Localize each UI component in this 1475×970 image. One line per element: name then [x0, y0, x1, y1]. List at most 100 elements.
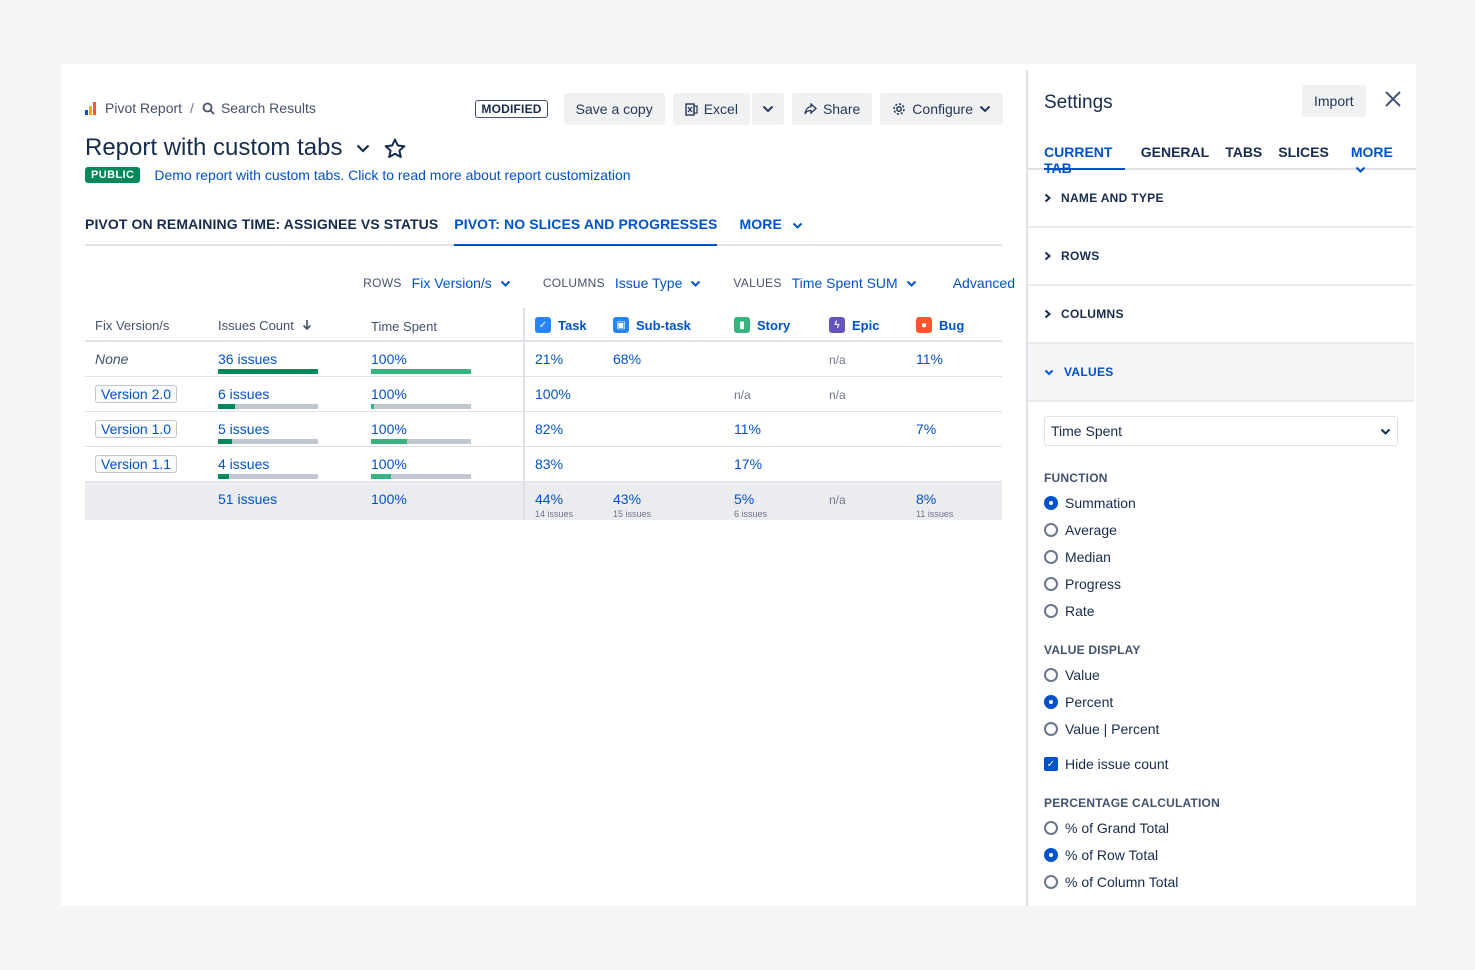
columns-value: Issue Type: [614, 275, 683, 291]
cell-epic: n/a: [829, 353, 846, 367]
total-bug-count: 11 issues: [916, 509, 954, 519]
breadcrumb-current[interactable]: Search Results: [220, 100, 316, 116]
breadcrumb-root[interactable]: Pivot Report: [105, 100, 183, 116]
tab-tabs[interactable]: TABS: [1225, 144, 1263, 160]
row-fix-version: Version 1.0: [85, 412, 218, 438]
configure-button[interactable]: Configure: [880, 93, 1003, 125]
cell-epic: n/a: [829, 388, 846, 402]
star-icon[interactable]: [384, 138, 406, 159]
time-spent-link[interactable]: 100%: [371, 421, 407, 437]
percent-row-total-radio[interactable]: % of Row Total: [1044, 847, 1158, 863]
cell-task[interactable]: 83%: [535, 456, 564, 472]
header-story-label: Story: [757, 317, 791, 333]
header-bug[interactable]: ● Bug: [916, 315, 996, 333]
total-subtask[interactable]: 43%: [613, 491, 642, 507]
chevron-down-icon: [906, 280, 916, 287]
issues-count-bar: [218, 404, 318, 409]
function-summation-radio[interactable]: Summation: [1044, 495, 1136, 511]
function-median-radio[interactable]: Median: [1044, 549, 1111, 565]
excel-button[interactable]: Excel: [672, 93, 750, 125]
header-epic[interactable]: ϟ Epic: [829, 315, 916, 333]
cell-task[interactable]: 21%: [535, 351, 564, 367]
title-chevron-down-icon[interactable]: [356, 144, 370, 153]
header-task[interactable]: ✓ Task: [525, 315, 613, 333]
cell-task[interactable]: 82%: [535, 421, 564, 437]
issues-count-link[interactable]: 5 issues: [218, 421, 270, 437]
display-value-radio[interactable]: Value: [1044, 667, 1100, 683]
radio-icon: [1044, 695, 1058, 709]
version-tag[interactable]: Version 2.0: [95, 385, 178, 403]
header-story[interactable]: ▮ Story: [734, 315, 829, 333]
tab-pivot-no-slices[interactable]: PIVOT: NO SLICES AND PROGRESSES: [454, 216, 718, 246]
header-issues-count[interactable]: Issues Count: [218, 316, 371, 333]
arrow-down-icon: [302, 319, 311, 330]
chevron-down-icon: [1044, 369, 1054, 375]
import-button[interactable]: Import: [1302, 85, 1366, 117]
radio-label: % of Grand Total: [1065, 820, 1170, 836]
time-spent-link[interactable]: 100%: [371, 456, 407, 472]
header-subtask[interactable]: ▣ Sub-task: [613, 315, 734, 333]
header-time-spent[interactable]: Time Spent: [371, 308, 525, 340]
cell-bug[interactable]: 7%: [916, 421, 937, 437]
version-tag[interactable]: Version 1.0: [95, 420, 178, 438]
radio-label: Progress: [1065, 576, 1122, 592]
save-copy-button[interactable]: Save a copy: [563, 93, 665, 125]
settings-title: Settings: [1044, 92, 1113, 113]
tab-slices[interactable]: SLICES: [1278, 144, 1329, 160]
function-rate-radio[interactable]: Rate: [1044, 603, 1095, 619]
cell-story[interactable]: 11%: [734, 421, 761, 437]
chevron-right-icon: [1044, 309, 1051, 319]
advanced-link[interactable]: Advanced: [952, 275, 1015, 291]
radio-label: Average: [1065, 522, 1117, 538]
section-columns[interactable]: COLUMNS: [1028, 286, 1414, 344]
value-field-select[interactable]: Time Spent: [1044, 416, 1398, 446]
rows-select[interactable]: Fix Version/s: [412, 275, 511, 291]
search-icon: [202, 102, 215, 115]
excel-dropdown-button[interactable]: [751, 93, 784, 125]
percent-column-total-radio[interactable]: % of Column Total: [1044, 874, 1178, 890]
section-values[interactable]: VALUES: [1028, 344, 1414, 402]
tab-pivot-remaining-time[interactable]: PIVOT ON REMAINING TIME: ASSIGNEE VS STA…: [85, 216, 439, 232]
version-tag[interactable]: Version 1.1: [95, 455, 178, 473]
close-icon[interactable]: [1384, 90, 1402, 111]
header-task-label: Task: [558, 317, 587, 333]
hide-issue-count-checkbox[interactable]: ✓ Hide issue count: [1044, 756, 1169, 772]
header-subtask-label: Sub-task: [636, 317, 691, 333]
radio-label: Median: [1065, 549, 1111, 565]
tab-more[interactable]: MORE: [739, 216, 803, 244]
total-story[interactable]: 5%: [734, 491, 755, 507]
total-issues-link[interactable]: 51 issues: [218, 491, 278, 507]
radio-label: % of Row Total: [1065, 847, 1159, 863]
issues-count-link[interactable]: 4 issues: [218, 456, 270, 472]
percent-grand-total-radio[interactable]: % of Grand Total: [1044, 820, 1169, 836]
values-select[interactable]: Time Spent SUM: [792, 275, 917, 291]
display-value-percent-radio[interactable]: Value | Percent: [1044, 721, 1159, 737]
time-spent-link[interactable]: 100%: [371, 386, 407, 402]
function-progress-radio[interactable]: Progress: [1044, 576, 1121, 592]
issues-count-bar: [218, 439, 318, 444]
radio-label: % of Column Total: [1065, 874, 1179, 890]
radio-icon: [1044, 668, 1058, 682]
tab-more[interactable]: MORE: [1351, 142, 1400, 173]
time-spent-link[interactable]: 100%: [371, 351, 407, 367]
cell-task[interactable]: 100%: [535, 386, 571, 402]
total-task[interactable]: 44%: [535, 491, 564, 507]
tab-general[interactable]: GENERAL: [1140, 144, 1210, 160]
cell-bug[interactable]: 11%: [916, 351, 943, 367]
cell-story[interactable]: 17%: [734, 456, 763, 472]
report-description-link[interactable]: Demo report with custom tabs. Click to r…: [154, 167, 631, 183]
cell-subtask[interactable]: 68%: [613, 351, 642, 367]
total-bug[interactable]: 8%: [916, 491, 937, 507]
display-percent-radio[interactable]: Percent: [1044, 694, 1113, 710]
header-fix-version[interactable]: Fix Version/s: [95, 317, 170, 333]
section-name-and-type[interactable]: NAME AND TYPE: [1028, 170, 1414, 228]
columns-select[interactable]: Issue Type: [615, 275, 701, 291]
section-rows[interactable]: ROWS: [1028, 228, 1414, 286]
share-button[interactable]: Share: [791, 93, 873, 125]
function-average-radio[interactable]: Average: [1044, 522, 1117, 538]
row-issues-count: 36 issues: [218, 342, 371, 374]
tab-current-tab[interactable]: CURRENT TAB: [1044, 142, 1125, 176]
issues-count-link[interactable]: 36 issues: [218, 351, 278, 367]
total-time-link[interactable]: 100%: [371, 491, 407, 507]
issues-count-link[interactable]: 6 issues: [218, 386, 270, 402]
